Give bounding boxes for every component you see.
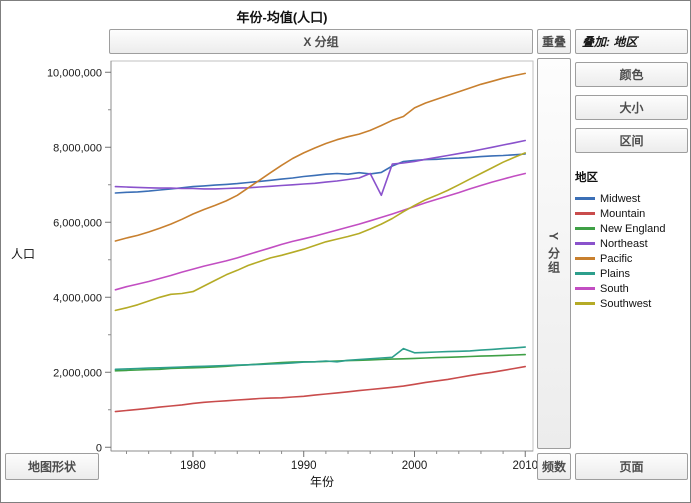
series-line-plains[interactable] [114,346,527,371]
legend-swatch [575,227,595,230]
series-line-south[interactable] [114,172,527,291]
interval-zone-button[interactable]: 区间 [575,128,688,153]
legend: 地区 Midwest Mountain New England Northeast Pa… [575,169,690,311]
legend-swatch [575,257,595,260]
frequency-zone-button[interactable]: 频数 [537,453,571,480]
color-zone-button[interactable]: 颜色 [575,62,688,87]
y-tick-label: 2,000,000 [53,367,102,379]
legend-label: Southwest [600,297,652,310]
legend-item-pacific[interactable]: Pacific [575,251,690,266]
legend-item-midwest[interactable]: Midwest [575,191,690,206]
overlap-zone-button[interactable]: 重叠 [537,29,571,54]
legend-swatch [575,197,595,200]
x-tick-label: 2010 [512,460,538,472]
series-line-southwest[interactable] [114,152,527,312]
series-line-northeast[interactable] [114,139,527,197]
legend-label: South [600,282,629,295]
size-zone-button[interactable]: 大小 [575,95,688,120]
x-tick-label: 2000 [402,460,428,472]
legend-label: Northeast [600,237,648,250]
legend-item-south[interactable]: South [575,281,690,296]
page-zone-button[interactable]: 页面 [575,453,688,480]
plot-area[interactable]: 0 2,000,000 4,000,000 6,000,000 8,000,000 10,… [1,51,563,476]
y-tick-label: 0 [96,442,102,454]
x-tick-label: 1980 [180,460,206,472]
legend-label: Mountain [600,207,646,220]
series-line-mountain[interactable] [114,365,527,413]
legend-item-mountain[interactable]: Mountain [575,206,690,221]
series-line-pacific[interactable] [114,72,527,242]
x-tick-label: 1990 [291,460,317,472]
legend-swatch [575,212,595,215]
legend-item-southwest[interactable]: Southwest [575,296,690,311]
legend-title: 地区 [575,172,598,184]
overlay-drop-zone-label: 叠加: 地区 [582,35,638,49]
x-group-zone-button[interactable]: X 分组 [109,29,533,54]
legend-item-plains[interactable]: Plains [575,266,690,281]
legend-label: Pacific [600,252,633,265]
plot-frame [110,60,534,452]
legend-label: Plains [600,267,630,280]
legend-swatch [575,242,595,245]
y-tick-label: 10,000,000 [47,67,102,79]
y-group-zone-button[interactable]: Y 分组 [537,58,571,449]
legend-swatch [575,287,595,290]
y-axis-title: 人口 [11,247,36,261]
x-axis-title: 年份 [309,475,334,489]
y-tick-label: 6,000,000 [53,217,102,229]
map-shape-zone-button[interactable]: 地图形状 [5,453,99,480]
legend-items: Midwest Mountain New England Northeast Pacif… [575,191,690,311]
y-tick-label: 8,000,000 [53,142,102,154]
series-line-midwest[interactable] [114,153,527,194]
y-tick-label: 4,000,000 [53,292,102,304]
legend-label: New England [600,222,666,235]
legend-swatch [575,272,595,275]
series-line-new-england[interactable] [114,353,527,372]
chart-title: 年份-均值(人口) [236,10,328,25]
legend-item-new-england[interactable]: New England [575,221,690,236]
overlay-drop-zone[interactable]: 叠加: 地区 [575,29,688,54]
legend-item-northeast[interactable]: Northeast [575,236,690,251]
legend-swatch [575,302,595,305]
legend-label: Midwest [600,192,641,205]
